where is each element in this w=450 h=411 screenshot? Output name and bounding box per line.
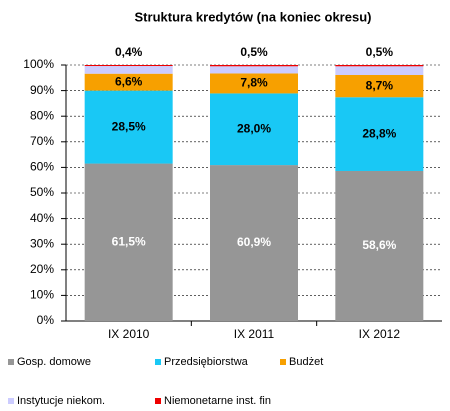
x-tick-label: IX 2012 <box>359 327 401 341</box>
legend-marker <box>280 359 286 365</box>
legend-label: Gosp. domowe <box>17 356 91 368</box>
data-label: 61,5% <box>112 234 146 248</box>
bar-segment <box>210 73 298 94</box>
bar-segment <box>335 74 424 98</box>
bar-segment <box>84 73 173 91</box>
bar-segment <box>84 90 173 164</box>
legend-marker <box>8 398 14 404</box>
y-tick-label: 90% <box>30 83 54 97</box>
data-label: 60,9% <box>237 235 271 249</box>
bar-segment <box>335 97 424 171</box>
x-tick-label: IX 2011 <box>234 327 275 341</box>
legend-label: Budżet <box>289 356 323 368</box>
bar-segment <box>84 65 173 67</box>
data-label: 0,4% <box>115 45 143 59</box>
data-label: 0,5% <box>366 45 394 59</box>
y-tick-label: 70% <box>30 134 54 148</box>
chart-title: Struktura kredytów (na koniec okresu) <box>135 9 372 24</box>
bar-segment <box>335 65 424 67</box>
bar-segment <box>335 170 424 321</box>
y-tick-label: 40% <box>30 211 54 225</box>
y-tick-label: 80% <box>30 108 54 122</box>
bar-segment <box>84 163 173 321</box>
y-tick-label: 50% <box>30 185 54 199</box>
legend-label: Niemonetarne inst. fin <box>164 395 271 407</box>
bar-segment <box>210 165 298 321</box>
y-tick-label: 60% <box>30 160 54 174</box>
y-tick-label: 30% <box>30 236 54 250</box>
data-label: 58,6% <box>362 238 396 252</box>
data-label: 6,6% <box>115 74 143 88</box>
bar-segment <box>210 65 298 67</box>
data-label: 28,0% <box>237 121 271 135</box>
bar-segment <box>84 66 173 74</box>
legend-marker <box>155 359 161 365</box>
x-tick-label: IX 2010 <box>108 327 150 341</box>
data-label: 28,8% <box>362 126 396 140</box>
legend-marker <box>155 398 161 404</box>
legend-label: Przedsiębiorstwa <box>164 356 249 368</box>
y-tick-label: 10% <box>30 288 54 302</box>
data-label: 7,8% <box>240 76 268 90</box>
y-tick-label: 100% <box>23 57 54 71</box>
legend-label: Instytucje niekom. <box>17 395 105 407</box>
bar-segment <box>210 66 298 74</box>
y-tick-label: 0% <box>37 313 55 327</box>
data-label: 28,5% <box>112 119 146 133</box>
data-label: 8,7% <box>366 78 394 92</box>
y-tick-label: 20% <box>30 262 54 276</box>
bar-segment <box>210 93 298 166</box>
legend-marker <box>8 359 14 365</box>
bar-segment <box>335 66 424 75</box>
data-label: 0,5% <box>240 45 268 59</box>
